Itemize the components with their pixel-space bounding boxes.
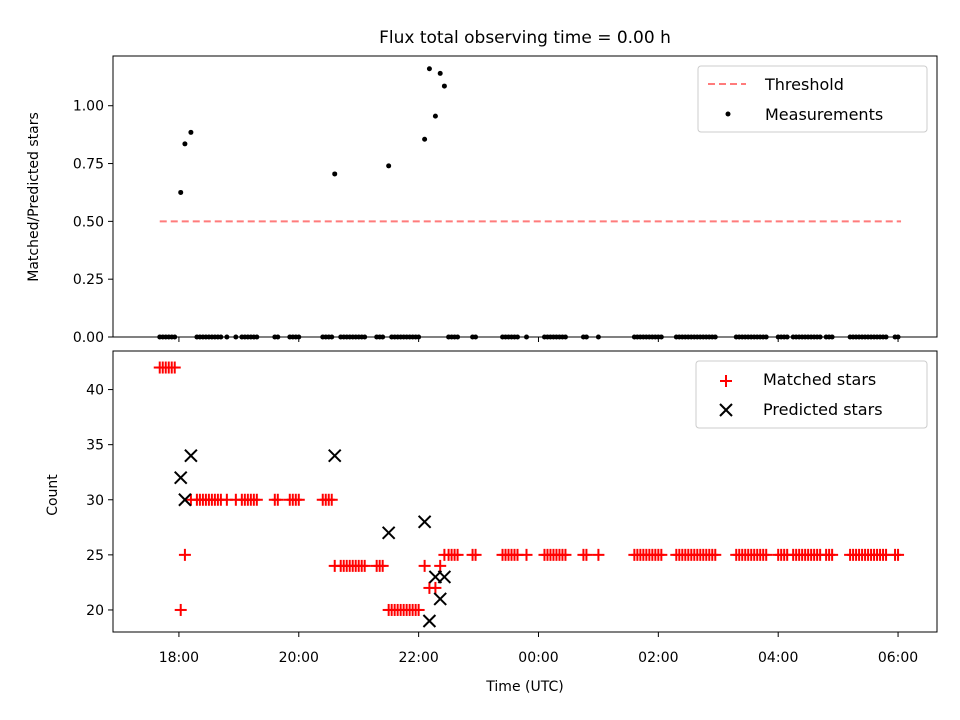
matched-star-point <box>451 548 464 561</box>
legend-predicted-label: Predicted stars <box>763 400 883 419</box>
bottom-y-tick-label: 20 <box>86 603 104 619</box>
predicted-star-point <box>184 448 198 463</box>
bottom-y-tick-label: 30 <box>86 493 104 509</box>
predicted-star-points <box>174 448 452 628</box>
matched-star-point <box>592 548 605 561</box>
matched-star-point <box>325 493 338 506</box>
matched-star-point <box>429 581 442 594</box>
matched-star-point <box>760 548 773 561</box>
predicted-star-point <box>437 570 452 584</box>
measurement-point <box>182 141 188 147</box>
bottom-plot-frame <box>112 350 938 633</box>
matched-star-point <box>434 559 447 572</box>
matched-star-point <box>271 493 284 506</box>
matched-star-point <box>292 493 305 506</box>
predicted-star-point <box>417 515 432 529</box>
predicted-star-point <box>422 614 437 628</box>
measurement-point <box>426 66 432 72</box>
top-legend-box <box>697 65 928 133</box>
predicted-star-point <box>174 471 188 485</box>
bottom-x-tick-label: 00:00 <box>518 650 558 666</box>
legend-threshold-label: Threshold <box>764 75 844 94</box>
predicted-star-point <box>178 493 192 507</box>
top-y-tick-label: 0.75 <box>73 157 104 173</box>
matched-star-point <box>418 559 431 572</box>
bottom-legend: Matched stars Predicted stars <box>695 360 928 429</box>
top-y-axis-label: Matched/Predicted stars <box>26 112 42 282</box>
measurement-point <box>386 163 392 169</box>
bottom-legend-box <box>695 360 928 429</box>
bottom-x-axis-label: Time (UTC) <box>485 679 563 695</box>
top-y-tick-label: 0.25 <box>73 272 104 288</box>
bottom-x-tick-label: 02:00 <box>638 650 678 666</box>
top-panel: Flux total observing time = 0.00 h Match… <box>26 28 938 346</box>
predicted-star-point <box>433 592 447 606</box>
measurement-point <box>332 171 338 177</box>
bottom-x-tick-label: 06:00 <box>878 650 918 666</box>
measurement-point <box>437 70 443 76</box>
matched-star-point <box>250 493 263 506</box>
bottom-y-tick-label: 40 <box>86 383 104 399</box>
measurement-point <box>441 83 447 89</box>
matched-star-point <box>559 548 572 561</box>
bottom-x-tick-label: 04:00 <box>758 650 798 666</box>
matched-star-point <box>174 603 187 616</box>
legend-measurements-swatch <box>725 111 731 117</box>
measurement-point <box>188 129 194 135</box>
top-ticks: 0.00 0.25 0.50 0.75 1.00 <box>73 99 899 346</box>
legend-measurements-label: Measurements <box>765 105 883 124</box>
matched-star-point <box>580 548 593 561</box>
bottom-x-tick-label: 18:00 <box>159 650 199 666</box>
matched-star-point <box>469 548 482 561</box>
top-chart-title: Flux total observing time = 0.00 h <box>379 28 671 48</box>
bottom-x-tick-label: 20:00 <box>279 650 319 666</box>
legend-matched-label: Matched stars <box>763 370 876 389</box>
matched-star-point <box>412 603 425 616</box>
predicted-star-point <box>328 448 342 463</box>
top-legend: Threshold Measurements <box>697 65 928 133</box>
measurement-point <box>422 136 428 142</box>
bottom-y-tick-label: 35 <box>86 438 104 454</box>
top-y-tick-label: 0.00 <box>73 330 104 346</box>
legend-matched-swatch <box>720 375 732 387</box>
matched-star-point <box>709 548 722 561</box>
matched-star-point <box>358 559 371 572</box>
matched-star-point <box>376 559 389 572</box>
measurement-point <box>432 113 438 119</box>
measurement-point <box>178 189 184 195</box>
matched-star-point <box>520 548 533 561</box>
predicted-star-point <box>381 526 396 540</box>
matched-star-points <box>153 361 905 616</box>
bottom-ticks: 20 25 30 35 40 18:00 20:00 22:00 00:00 02:00 04:00… <box>86 383 918 666</box>
top-plot-frame <box>112 55 938 338</box>
legend-predicted-swatch <box>719 403 733 417</box>
bottom-x-tick-label: 22:00 <box>398 650 438 666</box>
matched-star-point <box>892 548 905 561</box>
bottom-y-axis-label: Count <box>45 474 61 516</box>
matched-star-point <box>178 548 191 561</box>
bottom-panel: Count Time (UTC) 20 25 30 35 40 18:00 20:00 22:… <box>45 350 938 695</box>
matched-star-point <box>168 361 181 374</box>
top-y-tick-label: 0.50 <box>73 214 104 230</box>
matched-star-point <box>655 548 668 561</box>
top-y-tick-label: 1.00 <box>73 99 104 115</box>
bottom-y-tick-label: 25 <box>86 548 104 564</box>
matched-star-point <box>826 548 839 561</box>
